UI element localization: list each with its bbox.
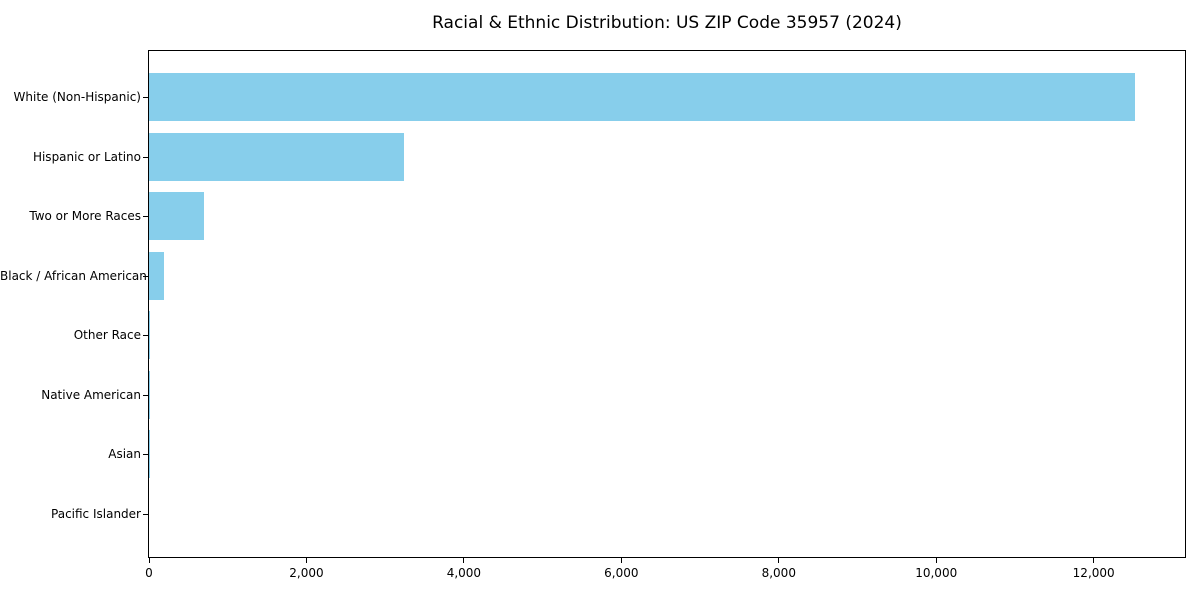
y-axis-label: Pacific Islander (51, 506, 141, 521)
bar-white-non-hispanic (149, 73, 1136, 121)
y-axis-label: Two or More Races (29, 209, 141, 223)
x-axis-tick-mark (463, 558, 465, 563)
y-axis-labels: White (Non-Hispanic) Hispanic or Latino Tw… (0, 50, 147, 558)
y-axis-tick-mark (143, 275, 148, 277)
x-axis-tick-label: 10,000 (915, 566, 958, 580)
y-axis-label: Asian (108, 447, 141, 461)
x-axis-tick-mark (778, 558, 780, 563)
x-axis-tick-label: 6,000 (604, 566, 639, 580)
y-axis-tick-mark (143, 454, 148, 455)
y-axis-tick-mark (143, 156, 148, 158)
bar-hispanic-or-latino (149, 132, 404, 181)
bar-other-race (149, 311, 151, 359)
y-axis-tick-mark (143, 335, 148, 336)
bar-black-african-american (149, 251, 164, 300)
y-axis-label: Other Race (73, 328, 141, 342)
y-axis-tick-mark (143, 513, 148, 515)
y-axis-label: Hispanic or Latino (32, 149, 141, 164)
chart-title: Racial & Ethnic Distribution: US ZIP Cod… (432, 13, 902, 33)
x-axis-tick-mark (935, 558, 937, 563)
y-axis-label: Native American (41, 387, 141, 402)
x-axis-tick-label: 0 (145, 566, 153, 580)
x-axis-tick-mark (148, 558, 150, 563)
x-axis-tick-label: 2,000 (289, 566, 324, 580)
y-axis-label: Black / African American (0, 268, 147, 283)
x-axis-tick-label: 8,000 (761, 566, 796, 580)
y-axis-tick-mark (143, 97, 148, 98)
x-axis-tick-label: 12,000 (1072, 566, 1115, 580)
x-axis-tick-mark (305, 558, 307, 563)
bar-two-or-more-races (149, 192, 205, 240)
x-axis-tick-mark (620, 558, 622, 563)
y-axis-tick-mark (143, 394, 148, 396)
x-axis-tick-mark (1093, 558, 1095, 563)
x-axis-tick-label: 4,000 (446, 566, 482, 580)
plot-area (143, 50, 1186, 558)
bar-native-american (149, 370, 150, 419)
x-axis: 0 2,000 4,000 6,000 8,000 10,000 12,000 (145, 558, 1186, 598)
y-axis-label: White (Non-Hispanic) (13, 90, 141, 104)
y-axis-tick-mark (143, 216, 148, 217)
